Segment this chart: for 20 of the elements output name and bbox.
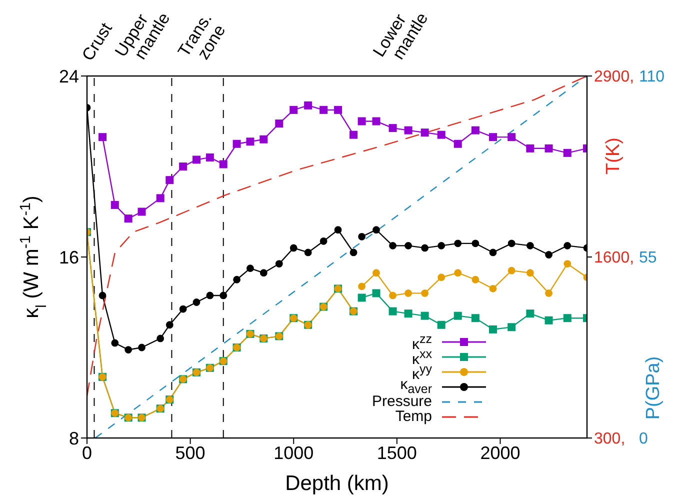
x-tick-label: 2000 [480,442,520,463]
x-axis-title: Depth (km) [285,472,389,495]
y2-tick-label: 1600, [594,250,634,267]
x-tick-label: 1500 [376,442,417,463]
legend-label: Pressure [372,393,432,410]
y3-tick-label: 110 [639,68,665,86]
legend-label: Temp [395,408,432,425]
y-tick-label: 8 [68,428,79,448]
y2-tick-label: 2900, [594,68,634,86]
x-tick-label: 500 [175,442,206,463]
y2-axis-title: T(K) [603,138,624,174]
y3-tick-label: 55 [639,250,657,267]
x-tick-label: 0 [82,442,92,463]
y-tick-label: 16 [58,247,79,268]
x-tick-label: 1000 [274,442,314,463]
y-tick-label: 24 [58,66,79,86]
y3-tick-label: 0 [639,430,648,448]
y2-tick-label: 300, [594,430,626,448]
legend-label: κ$^{zz}$ [412,332,432,352]
y3-axis-title: P(GPa) [643,356,664,420]
